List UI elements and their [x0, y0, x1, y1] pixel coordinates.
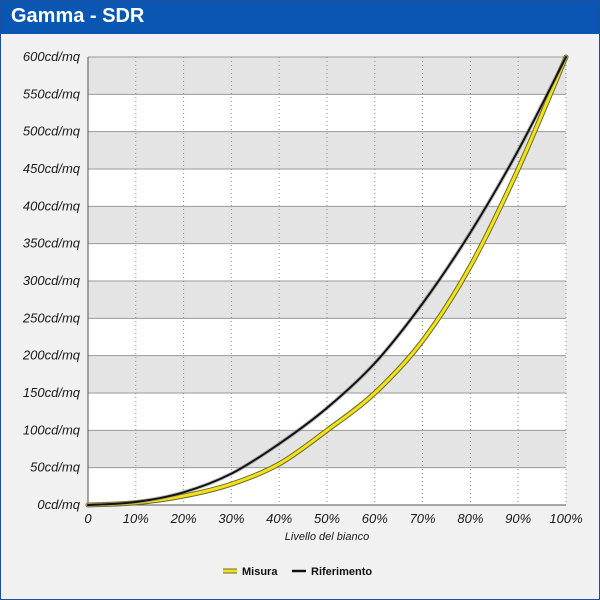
y-tick-label: 400cd/mq: [23, 198, 81, 213]
grid-band: [88, 57, 566, 95]
x-tick-label: 10%: [123, 511, 149, 526]
y-tick-label: 500cd/mq: [23, 124, 81, 139]
y-tick-label: 150cd/mq: [23, 385, 81, 400]
x-tick-label: 70%: [410, 511, 436, 526]
legend-label-misura: Misura: [242, 566, 278, 578]
y-tick-label: 550cd/mq: [23, 86, 81, 101]
x-tick-label: 20%: [170, 511, 197, 526]
y-tick-label: 600cd/mq: [23, 49, 81, 64]
series-line-riferimento: [87, 56, 567, 506]
x-tick-label: 30%: [218, 511, 244, 526]
x-tick-label: 60%: [362, 511, 388, 526]
legend-label-riferimento: Riferimento: [311, 566, 372, 578]
y-tick-label: 300cd/mq: [23, 273, 81, 288]
title-bar: Gamma - SDR: [1, 1, 599, 34]
x-tick-label: 80%: [457, 511, 483, 526]
x-tick-label: 50%: [314, 511, 340, 526]
x-tick-label: 90%: [505, 511, 531, 526]
y-tick-label: 0cd/mq: [37, 497, 80, 512]
series-line-misura: [86, 55, 568, 507]
y-tick-label: 450cd/mq: [23, 161, 81, 176]
x-tick-label: 0: [84, 511, 92, 526]
y-tick-label: 350cd/mq: [23, 236, 81, 251]
x-tick-label: 100%: [549, 511, 582, 526]
chart-title: Gamma - SDR: [11, 5, 145, 27]
y-tick-label: 100cd/mq: [23, 422, 81, 437]
y-tick-label: 250cd/mq: [22, 310, 81, 325]
y-tick-label: 50cd/mq: [30, 460, 81, 475]
x-tick-label: 40%: [266, 511, 292, 526]
x-axis-label: Livello del bianco: [285, 531, 369, 543]
grid-band: [88, 281, 566, 319]
legend: Misura Riferimento: [223, 566, 372, 578]
y-tick-label: 200cd/mq: [22, 348, 81, 363]
